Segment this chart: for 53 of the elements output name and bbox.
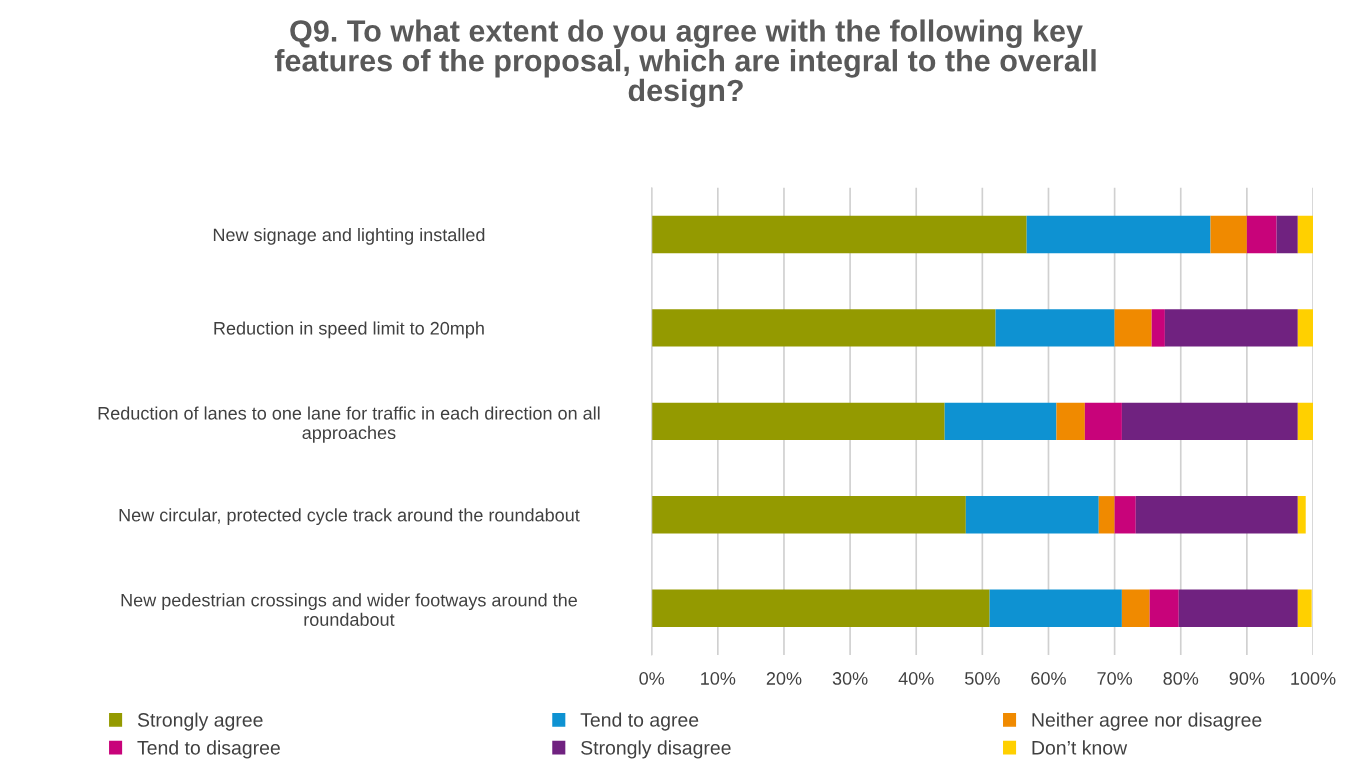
bar bbox=[1114, 309, 1152, 347]
bar bbox=[1297, 215, 1313, 254]
x-tick-label: 30% bbox=[832, 672, 868, 685]
x-tick-label: 90% bbox=[1229, 672, 1265, 685]
y-tick-label: New signage and lighting installed bbox=[213, 227, 485, 245]
y-tick-label: New circular, protected cycle track around the roundabout bbox=[119, 508, 580, 526]
legend-label: Strongly disagree bbox=[581, 740, 731, 759]
legend-label: Tend to agree bbox=[580, 712, 699, 731]
bar bbox=[995, 309, 1115, 347]
bar bbox=[1121, 589, 1150, 627]
bar bbox=[1276, 215, 1298, 254]
y-tick-label: New pedestrian crossings and wider footways around the roundabout bbox=[121, 593, 577, 626]
x-tick-label: 70% bbox=[1097, 672, 1133, 685]
legend-label: Tend to disagree bbox=[137, 740, 280, 759]
x-tick-label: 60% bbox=[1031, 672, 1066, 685]
bar bbox=[1210, 215, 1247, 254]
bar bbox=[1297, 589, 1312, 627]
bar bbox=[1121, 402, 1298, 441]
legend-label: Don’t know bbox=[1032, 740, 1128, 755]
bar bbox=[1297, 496, 1306, 534]
bar bbox=[651, 309, 996, 347]
legend-label: Neither agree nor disagree bbox=[1032, 712, 1262, 731]
bar bbox=[1151, 309, 1165, 347]
x-tick-label: 20% bbox=[766, 672, 802, 685]
bar bbox=[1114, 496, 1136, 534]
bar bbox=[965, 496, 1099, 534]
x-tick-label: 10% bbox=[701, 672, 736, 685]
bar bbox=[1149, 589, 1179, 627]
bar bbox=[1178, 589, 1298, 627]
bar bbox=[989, 589, 1122, 627]
bar bbox=[1297, 402, 1313, 441]
bar bbox=[651, 402, 945, 441]
bar bbox=[944, 402, 1057, 441]
bar bbox=[1135, 496, 1298, 534]
chart-title: Q9. To what extent do you agree with the following key features of the proposal, which are integral to the overall design? bbox=[274, 19, 1096, 108]
bar bbox=[1164, 309, 1298, 347]
x-tick-label: 0% bbox=[639, 672, 665, 685]
bar bbox=[1297, 309, 1313, 347]
bar bbox=[651, 496, 966, 534]
x-tick-label: 50% bbox=[965, 672, 1000, 685]
bar bbox=[1098, 496, 1115, 534]
y-tick-label: Reduction in speed limit to 20mph bbox=[214, 321, 484, 339]
bar bbox=[1084, 402, 1122, 441]
x-tick-label: 80% bbox=[1163, 672, 1199, 685]
bar bbox=[651, 215, 1027, 254]
y-tick-label: Reduction of lanes to one lane for traffic in each direction on all approaches bbox=[98, 406, 600, 443]
legend-label: Strongly agree bbox=[137, 712, 263, 731]
bar bbox=[1056, 402, 1085, 441]
x-tick-label: 40% bbox=[898, 672, 934, 685]
bar bbox=[1246, 215, 1277, 254]
bar bbox=[651, 589, 990, 627]
x-tick-label: 100% bbox=[1291, 672, 1336, 685]
bar bbox=[1026, 215, 1211, 254]
